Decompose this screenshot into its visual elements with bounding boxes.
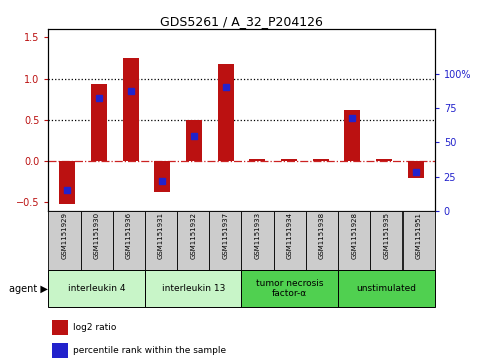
Bar xyxy=(218,64,234,161)
Text: agent ▶: agent ▶ xyxy=(9,284,48,294)
Text: log2 ratio: log2 ratio xyxy=(73,323,117,332)
Bar xyxy=(242,270,338,307)
Text: GSM1151938: GSM1151938 xyxy=(319,212,325,260)
Text: interleukin 4: interleukin 4 xyxy=(68,284,126,293)
Bar xyxy=(274,211,306,270)
Text: GSM1151937: GSM1151937 xyxy=(222,212,228,260)
Bar xyxy=(249,159,265,161)
Text: GSM1151932: GSM1151932 xyxy=(190,212,196,259)
Text: GSM1151935: GSM1151935 xyxy=(384,212,389,259)
Text: GSM1151936: GSM1151936 xyxy=(126,212,132,260)
Text: tumor necrosis
factor-α: tumor necrosis factor-α xyxy=(256,279,324,298)
Bar xyxy=(59,161,75,204)
Bar xyxy=(313,159,328,161)
Bar xyxy=(145,211,177,270)
Bar xyxy=(48,270,145,307)
Bar xyxy=(281,159,297,161)
Bar xyxy=(155,161,170,192)
Title: GDS5261 / A_32_P204126: GDS5261 / A_32_P204126 xyxy=(160,15,323,28)
Bar xyxy=(402,211,435,270)
Bar xyxy=(338,270,435,307)
Text: GSM1151928: GSM1151928 xyxy=(351,212,357,259)
Bar xyxy=(52,320,68,335)
Text: percentile rank within the sample: percentile rank within the sample xyxy=(73,346,227,355)
Text: unstimulated: unstimulated xyxy=(356,284,416,293)
Text: GSM1151934: GSM1151934 xyxy=(287,212,293,259)
Bar xyxy=(338,211,370,270)
Text: GSM1151951: GSM1151951 xyxy=(415,212,422,259)
Bar xyxy=(81,211,113,270)
Text: GSM1151933: GSM1151933 xyxy=(255,212,261,260)
Text: GSM1151930: GSM1151930 xyxy=(94,212,99,260)
Bar xyxy=(145,270,242,307)
Bar xyxy=(48,211,81,270)
Bar xyxy=(376,159,392,161)
Bar xyxy=(186,120,202,161)
Text: GSM1151931: GSM1151931 xyxy=(158,212,164,260)
Text: interleukin 13: interleukin 13 xyxy=(161,284,225,293)
Bar xyxy=(113,211,145,270)
Bar xyxy=(242,211,274,270)
Bar xyxy=(306,211,338,270)
Bar xyxy=(177,211,209,270)
Bar xyxy=(123,58,139,161)
Bar xyxy=(408,161,424,178)
Text: GSM1151929: GSM1151929 xyxy=(61,212,68,259)
Bar xyxy=(209,211,242,270)
Bar xyxy=(91,84,107,161)
Bar xyxy=(370,211,402,270)
Bar xyxy=(344,110,360,161)
Bar xyxy=(52,343,68,358)
